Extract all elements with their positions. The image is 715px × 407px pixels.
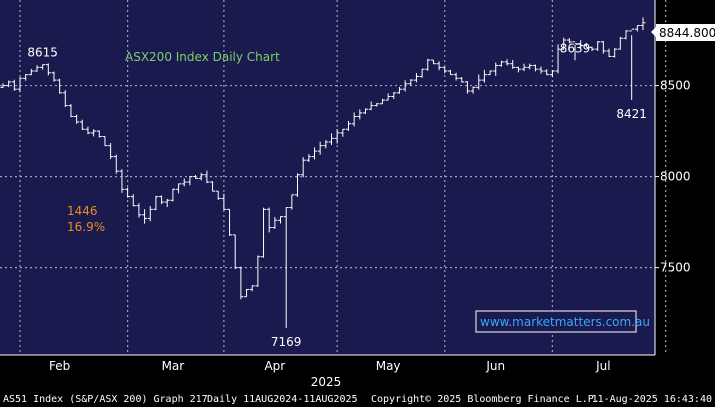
price-annotation: 8615 [27, 46, 58, 60]
y-axis-labels: 7500 8000 8500 [655, 79, 691, 275]
drawdown-points-label: 1446 [67, 204, 98, 218]
grid-lines [0, 0, 667, 355]
url-box [475, 310, 637, 333]
footer-copyright: Copyright© 2025 Bloomberg Finance L.P. [371, 394, 600, 405]
price-annotation: 8421 [616, 107, 647, 121]
price-annotation: 7169 [271, 335, 302, 349]
footer-security: AS51 Index (S&P/ASX 200) Graph 217 [3, 394, 208, 405]
price-bars [0, 17, 646, 328]
price-annotations: 861571698639842187768852 [27, 41, 647, 349]
x-tick-label-apr: Apr [264, 359, 285, 373]
x-tick-label-jun: Jun [485, 359, 505, 373]
x-axis-labels: Feb Mar Apr May Jun Jul [49, 359, 611, 373]
x-axis-panel [0, 355, 715, 390]
footer-bar [0, 390, 715, 407]
footer-timestamp: 11-Aug-2025 16:43:40 [592, 394, 712, 405]
y-tick-label: 7500 [660, 261, 691, 275]
price-annotation: 8639 [560, 41, 591, 55]
x-tick-label-jul: Jul [595, 359, 610, 373]
chart-title: ASX200 Index Daily Chart [125, 50, 280, 64]
y-tick-label: 8000 [660, 170, 691, 184]
plot-area [0, 0, 655, 355]
x-axis-year: 2025 [311, 375, 342, 389]
last-price-label: 8844.800 [659, 26, 715, 40]
x-tick-label-feb: Feb [49, 359, 70, 373]
drawdown-percent-label: 16.9% [67, 220, 105, 234]
last-price-badge [656, 24, 715, 41]
footer-date-range: Daily 11AUG2024-11AUG2025 [207, 394, 358, 405]
x-tick-label-may: May [376, 359, 401, 373]
y-axis-panel [655, 0, 715, 355]
y-tick-label: 8500 [660, 79, 691, 93]
x-tick-label-mar: Mar [162, 359, 185, 373]
last-price-pointer [651, 27, 656, 37]
url-label: www.marketmatters.com.au [480, 315, 650, 329]
